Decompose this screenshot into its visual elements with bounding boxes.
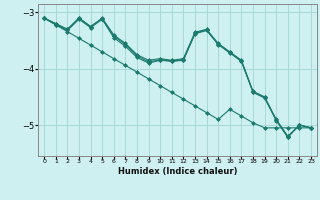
X-axis label: Humidex (Indice chaleur): Humidex (Indice chaleur) xyxy=(118,167,237,176)
